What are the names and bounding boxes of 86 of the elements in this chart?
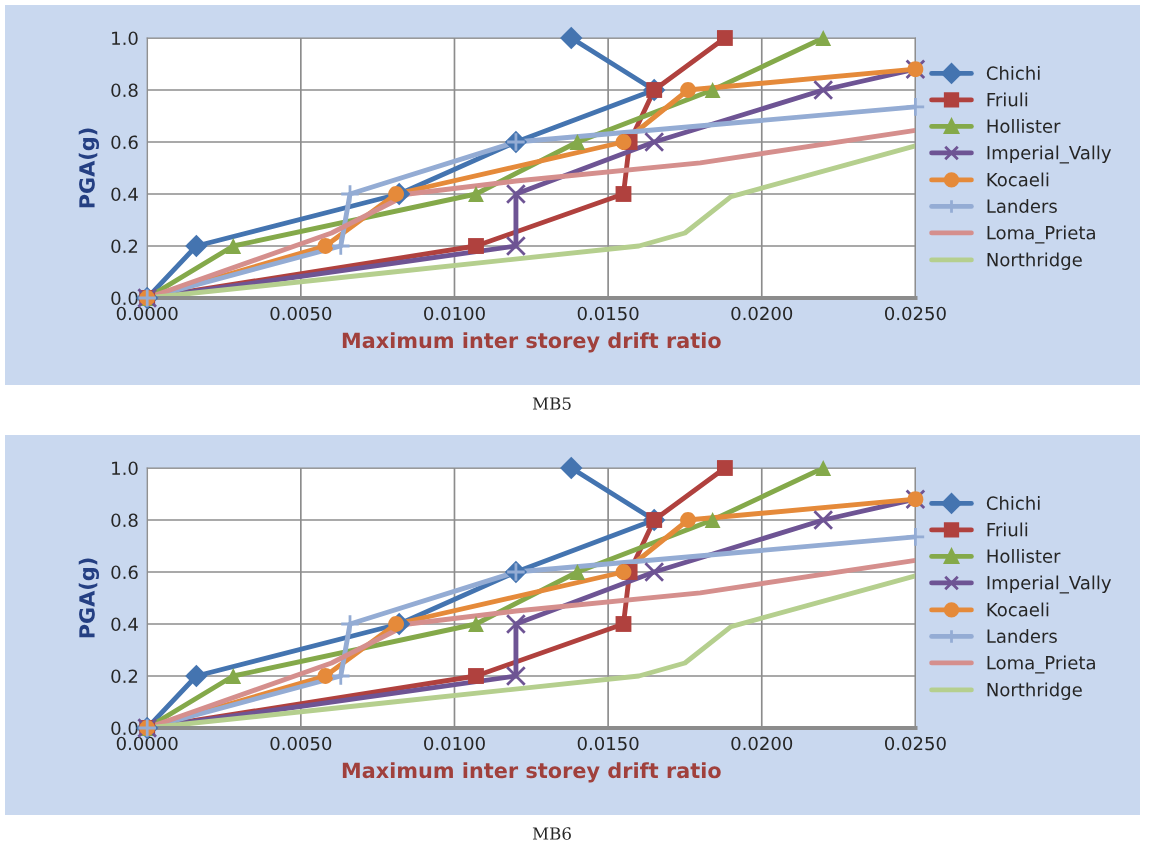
- x-tick-label: 0.0150: [577, 736, 639, 751]
- legend-label: Imperial_Vally: [987, 575, 1112, 594]
- point: [905, 526, 926, 548]
- point: [505, 613, 527, 635]
- legend-label: Kocaeli: [987, 172, 1049, 187]
- legend-label: Chichi: [986, 496, 1040, 510]
- point: [680, 82, 696, 98]
- legend-label: Northridge: [987, 252, 1082, 270]
- point: [468, 238, 484, 254]
- point: [704, 82, 721, 98]
- legend-label: Northridge: [987, 682, 1082, 700]
- x-tick-label: 0.0000: [116, 306, 178, 321]
- y-tick-label: 0.4: [111, 187, 138, 202]
- point: [704, 512, 721, 528]
- x-axis-title: Maximum inter storey drift ratio: [342, 762, 721, 783]
- point: [680, 512, 696, 528]
- point: [615, 134, 632, 150]
- y-axis-title: PGA(g): [78, 558, 100, 638]
- point: [615, 186, 632, 202]
- x-tick-label: 0.0200: [731, 306, 793, 321]
- x-tick-label: 0.0050: [270, 736, 332, 751]
- point: [317, 668, 334, 684]
- point: [505, 183, 527, 205]
- point: [644, 561, 665, 583]
- point: [185, 664, 208, 688]
- legend-label: Hollister: [987, 119, 1061, 133]
- y-tick-label: 0.8: [111, 513, 138, 528]
- point: [615, 564, 632, 580]
- point: [468, 616, 484, 632]
- legend-label: Landers: [987, 199, 1057, 213]
- point: [330, 665, 351, 687]
- x-tick-label: 0.0100: [424, 736, 485, 751]
- point: [569, 564, 586, 580]
- point: [560, 456, 583, 480]
- y-tick-label: 1.0: [112, 461, 138, 476]
- x-tick-label: 0.0150: [577, 306, 639, 321]
- point: [560, 26, 583, 50]
- point: [225, 668, 242, 684]
- legend-label: Loma_Prieta: [987, 225, 1095, 244]
- y-tick-label: 0.8: [111, 83, 138, 98]
- x-tick-label: 0.0250: [885, 736, 946, 751]
- point: [569, 134, 586, 150]
- point: [505, 665, 527, 687]
- text: MB5: [532, 397, 571, 410]
- point: [813, 509, 834, 531]
- point: [339, 613, 361, 635]
- point: [330, 235, 351, 257]
- y-tick-label: 1.0: [112, 31, 138, 46]
- x-tick-label: 0.0200: [731, 736, 793, 751]
- point: [185, 234, 208, 258]
- y-axis-title: PGA(g): [78, 128, 100, 208]
- point: [905, 96, 926, 118]
- point: [815, 30, 832, 46]
- legend-label: Chichi: [986, 66, 1040, 80]
- point: [644, 131, 665, 153]
- legend-label: Kocaeli: [987, 602, 1049, 617]
- y-tick-label: 0.0: [111, 291, 138, 306]
- legend-label: Friuli: [987, 92, 1028, 107]
- point: [468, 668, 484, 684]
- point: [339, 183, 361, 205]
- x-axis-title: Maximum inter storey drift ratio: [342, 332, 721, 353]
- point: [615, 616, 632, 632]
- point: [813, 79, 834, 101]
- legend-label: Loma_Prieta: [987, 655, 1095, 674]
- x-tick-label: 0.0000: [116, 736, 178, 751]
- point: [468, 186, 484, 202]
- y-tick-label: 0.2: [111, 239, 138, 254]
- point: [716, 30, 733, 46]
- y-tick-label: 0.6: [111, 135, 138, 150]
- x-tick-label: 0.0100: [424, 306, 485, 321]
- point: [225, 238, 242, 254]
- text: MB6: [532, 827, 571, 840]
- y-tick-label: 0.0: [111, 721, 138, 736]
- y-tick-label: 0.6: [111, 565, 138, 580]
- point: [317, 238, 334, 254]
- x-tick-label: 0.0050: [270, 306, 332, 321]
- x-tick-label: 0.0250: [885, 306, 946, 321]
- legend-label: Hollister: [987, 549, 1061, 563]
- legend-label: Friuli: [987, 522, 1028, 537]
- point: [815, 460, 832, 476]
- y-tick-label: 0.4: [111, 617, 138, 632]
- legend-label: Imperial_Vally: [987, 145, 1112, 164]
- legend-label: Landers: [987, 629, 1057, 643]
- y-tick-label: 0.2: [111, 669, 138, 684]
- point: [505, 235, 527, 257]
- point: [716, 460, 733, 476]
